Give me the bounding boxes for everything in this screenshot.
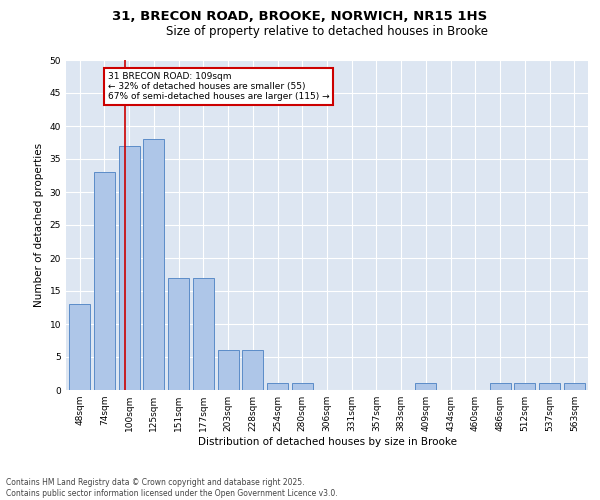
Bar (292, 384, 313, 390)
Bar (69, 304, 90, 390)
Bar (242, 350, 263, 390)
X-axis label: Distribution of detached houses by size in Brooke: Distribution of detached houses by size … (197, 437, 457, 447)
Text: Contains HM Land Registry data © Crown copyright and database right 2025.
Contai: Contains HM Land Registry data © Crown c… (6, 478, 338, 498)
Bar (168, 278, 189, 390)
Bar (143, 139, 164, 390)
Bar (415, 384, 436, 390)
Bar (267, 384, 288, 390)
Text: 31, BRECON ROAD, BROOKE, NORWICH, NR15 1HS: 31, BRECON ROAD, BROOKE, NORWICH, NR15 1… (112, 10, 488, 23)
Bar (539, 384, 560, 390)
Text: 31 BRECON ROAD: 109sqm
← 32% of detached houses are smaller (55)
67% of semi-det: 31 BRECON ROAD: 109sqm ← 32% of detached… (108, 72, 329, 102)
Title: Size of property relative to detached houses in Brooke: Size of property relative to detached ho… (166, 25, 488, 38)
Bar (564, 384, 585, 390)
Bar (490, 384, 511, 390)
Y-axis label: Number of detached properties: Number of detached properties (34, 143, 44, 307)
Bar (193, 278, 214, 390)
Bar (119, 146, 140, 390)
Bar (514, 384, 535, 390)
Bar (94, 172, 115, 390)
Bar (218, 350, 239, 390)
